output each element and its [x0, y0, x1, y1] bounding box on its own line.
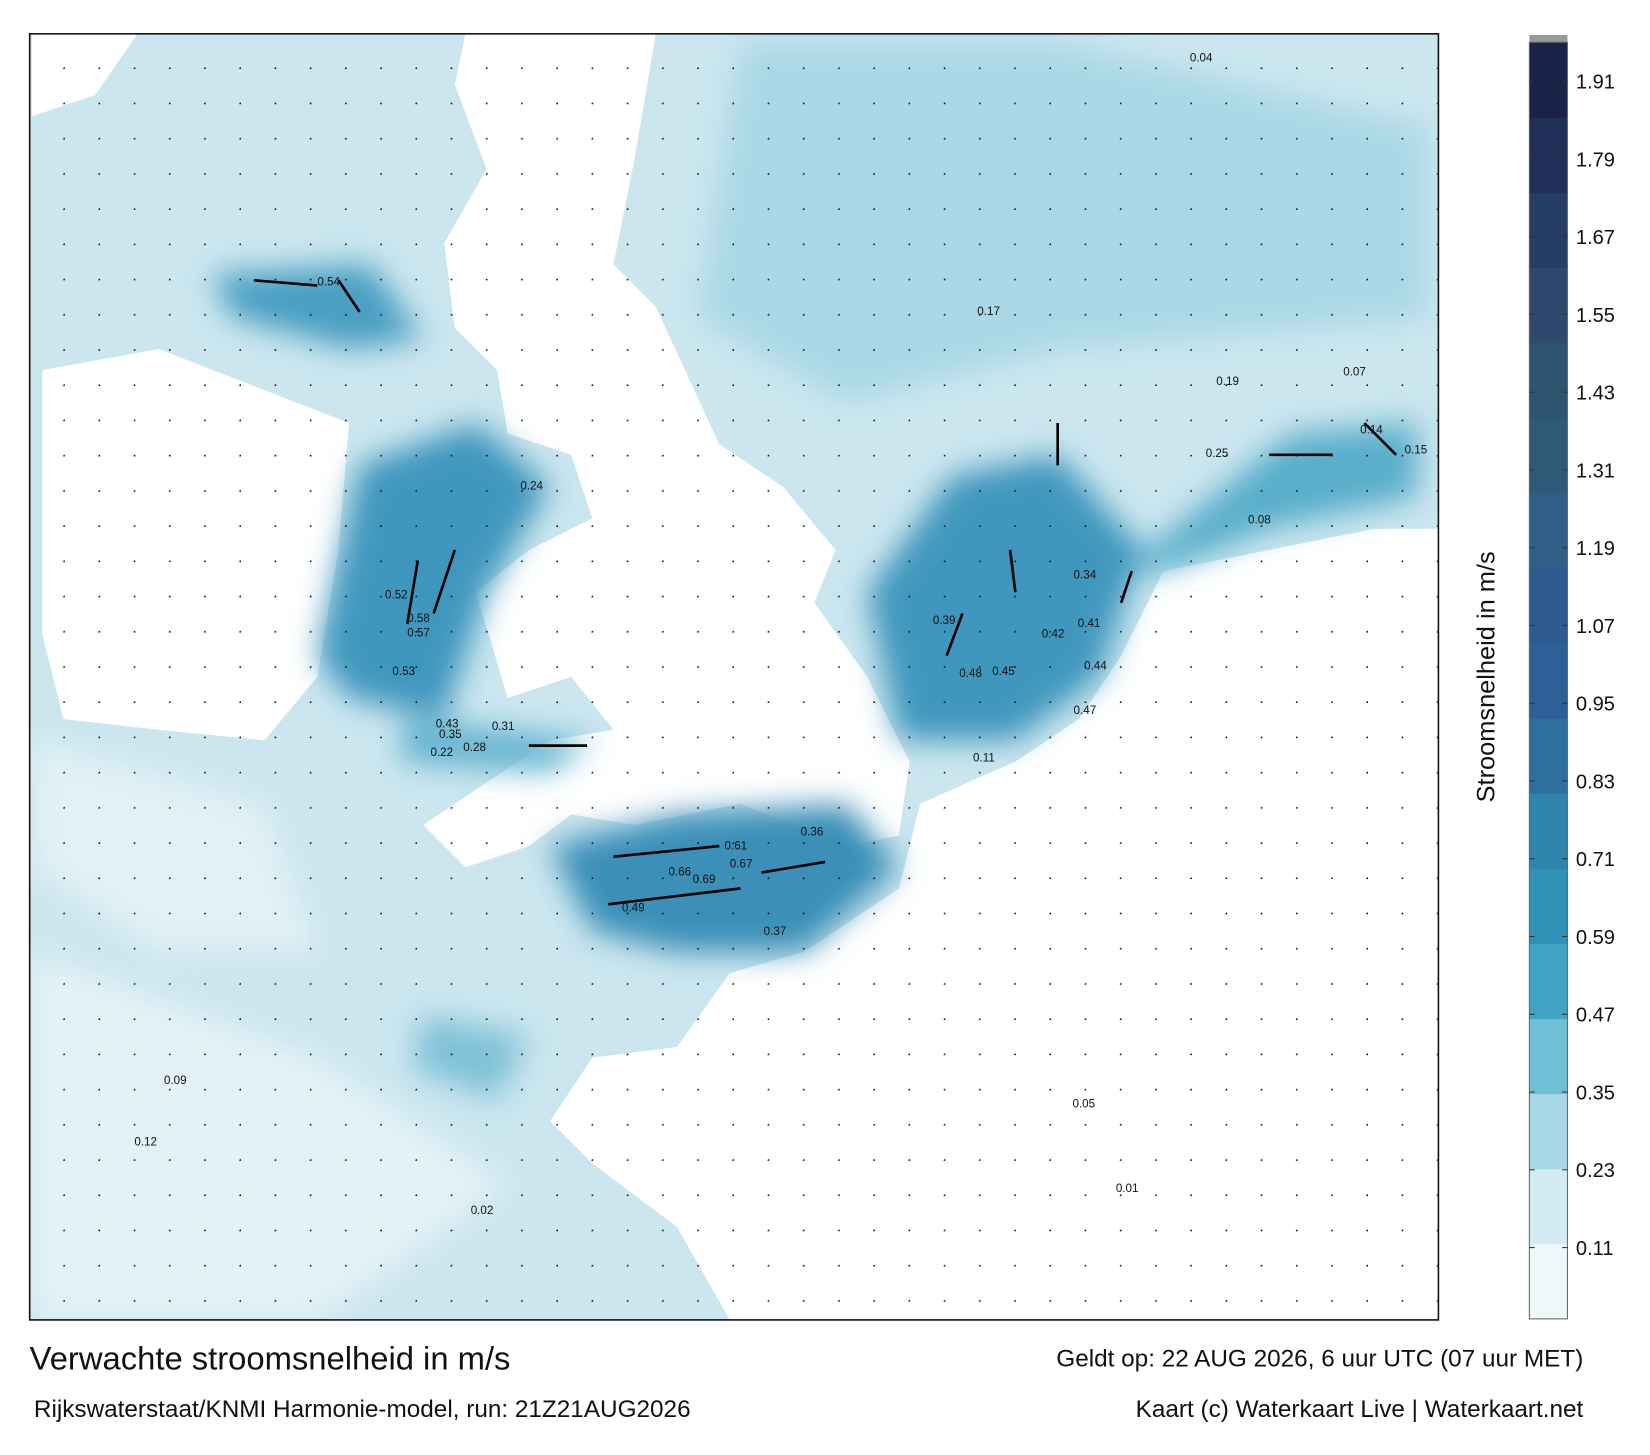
current-label: 0.54 [317, 276, 340, 289]
current-label: 0.07 [1343, 365, 1366, 378]
colorbar-tick-label: 0.23 [1576, 1160, 1615, 1182]
title: Verwachte stroomsnelheid in m/s [30, 1340, 511, 1377]
current-label: 0.28 [463, 741, 486, 754]
current-label: 0.17 [977, 305, 1000, 318]
colorbar-cap [1529, 34, 1568, 43]
current-label: 0.04 [1190, 51, 1213, 64]
colorbar-tick-label: 1.91 [1576, 72, 1615, 94]
current-label: 0.67 [730, 857, 753, 870]
colorbar-band [1529, 342, 1568, 419]
colorbar-tick-label: 1.19 [1576, 538, 1615, 560]
current-label: 0.37 [764, 925, 787, 938]
colorbar-tick-label: 0.35 [1576, 1082, 1615, 1104]
current-label: 0.24 [520, 480, 543, 493]
current-label: 0.08 [1248, 514, 1271, 527]
colorbar-tick-label: 1.43 [1576, 383, 1615, 405]
current-label: 0.22 [431, 746, 454, 759]
colorbar-tick-label: 0.11 [1576, 1238, 1614, 1260]
colorbar-tick-label: 1.67 [1576, 227, 1615, 249]
colorbar-band [1529, 492, 1568, 569]
colorbar: 0.11 0.23 0.35 0.47 0.59 0.71 0.83 0.95 1.07 1.19… [1528, 34, 1615, 1320]
current-label: 0.15 [1405, 444, 1428, 457]
colorbar-band [1529, 117, 1568, 194]
current-label: 0.41 [1078, 617, 1101, 630]
current-label: 0.45 [992, 665, 1015, 678]
colorbar-band [1529, 567, 1568, 644]
current-label: 0.36 [801, 826, 824, 839]
colorbar-band [1529, 192, 1568, 269]
colorbar-band [1529, 42, 1568, 118]
current-label: 0.35 [439, 728, 462, 741]
current-label: 0.61 [725, 839, 748, 852]
colorbar-tick-label: 1.55 [1576, 305, 1615, 327]
current-label: 0.34 [1074, 569, 1097, 582]
current-labels: 0.69 0.67 0.66 0.61 0.58 0.57 0.54 0.53 0.52 0.49… [134, 51, 1427, 1217]
colorbar-tick-label: 0.83 [1576, 771, 1615, 793]
colorbar-tick-label: 0.71 [1576, 849, 1615, 871]
colorbar-band [1529, 943, 1568, 1020]
current-label: 0.14 [1360, 424, 1383, 437]
colorbar-band [1529, 643, 1568, 719]
current-label: 0.09 [164, 1074, 187, 1087]
colorbar-tick-label: 1.07 [1576, 616, 1615, 638]
colorbar-tick-label: 1.79 [1576, 149, 1615, 171]
credit: Kaart (c) Waterkaart Live | Waterkaart.n… [1136, 1396, 1584, 1423]
current-label: 0.05 [1072, 1097, 1095, 1110]
colorbar-band [1529, 417, 1568, 494]
vector-grid [29, 33, 1439, 1320]
colorbar-band [1529, 718, 1568, 794]
colorbar-band [1529, 1168, 1568, 1245]
colorbar-tick-label: 0.95 [1576, 694, 1615, 716]
colorbar-band [1529, 868, 1568, 944]
colorbar-label: Stroomsnelheid in m/s [1472, 551, 1500, 802]
current-label: 0.58 [407, 612, 430, 625]
current-label: 0.49 [622, 902, 645, 915]
colorbar-band [1529, 1093, 1568, 1170]
map: 0.69 0.67 0.66 0.61 0.58 0.57 0.54 0.53 0.52 0.49… [29, 33, 1439, 1320]
current-label: 0.01 [1116, 1182, 1139, 1195]
colorbar-tick-label: 0.47 [1576, 1005, 1615, 1027]
current-label: 0.25 [1206, 447, 1229, 460]
colorbar-tick-label: 1.31 [1576, 460, 1615, 482]
current-arrows [253, 278, 1398, 906]
source: Rijkswaterstaat/KNMI Harmonie-model, run… [34, 1396, 691, 1423]
colorbar-band [1529, 267, 1568, 344]
current-label: 0.42 [1042, 628, 1065, 641]
valid-time: Geldt op: 22 AUG 2026, 6 uur UTC (07 uur… [1056, 1345, 1583, 1372]
current-label: 0.44 [1084, 659, 1107, 672]
colorbar-band [1529, 1243, 1568, 1320]
colorbar-band [1529, 1018, 1568, 1095]
current-label: 0.47 [1074, 704, 1097, 717]
current-label: 0.31 [492, 720, 515, 733]
current-label: 0.19 [1216, 375, 1239, 388]
colorbar-frame [1528, 41, 1568, 1320]
current-label: 0.53 [392, 665, 415, 678]
current-label: 0.52 [385, 589, 408, 602]
current-label: 0.12 [134, 1135, 157, 1148]
current-label: 0.11 [973, 751, 995, 764]
current-label: 0.57 [407, 627, 430, 640]
current-label: 0.69 [693, 873, 716, 886]
current-label: 0.02 [471, 1204, 494, 1217]
current-label: 0.66 [668, 866, 691, 879]
colorbar-tick-label: 0.59 [1576, 927, 1615, 949]
map-frame [28, 33, 1440, 1321]
colorbar-band [1529, 793, 1568, 869]
current-label: 0.48 [959, 667, 982, 680]
current-label: 0.43 [436, 718, 459, 731]
current-label: 0.39 [933, 614, 956, 627]
